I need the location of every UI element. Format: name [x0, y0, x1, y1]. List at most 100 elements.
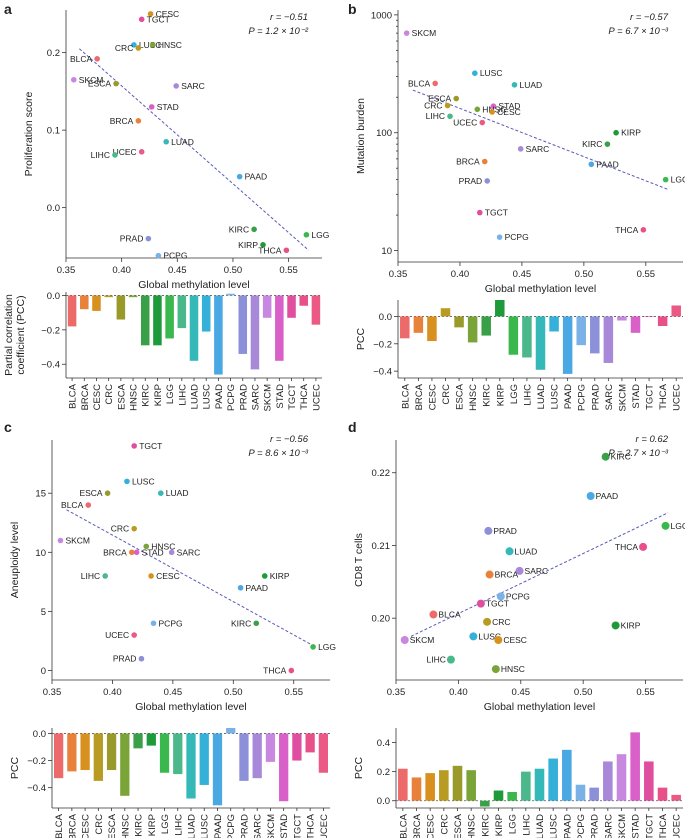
- point-label-lgg: LGG: [671, 521, 685, 531]
- y-tick-label: 0.2: [377, 767, 390, 778]
- stat-r: r = 0.62: [636, 434, 669, 445]
- point-label-tgct: TGCT: [486, 599, 509, 609]
- y-tick-label: 1000: [371, 10, 392, 21]
- point-label-luad: LUAD: [166, 488, 189, 498]
- point-label-skcm: SKCM: [412, 28, 437, 38]
- bar-brca: [411, 777, 422, 801]
- point-label-thca: THCA: [615, 542, 638, 552]
- point-label-kirc: KIRC: [229, 224, 249, 234]
- bar-cesc: [427, 316, 437, 342]
- x-tick-label-stad: STAD: [275, 384, 286, 409]
- point-label-kirc: KIRC: [582, 139, 602, 149]
- bar-ucec: [671, 305, 681, 317]
- x-tick-label-blca: BLCA: [54, 813, 65, 838]
- x-tick-label-lihc: LIHC: [177, 384, 188, 406]
- x-tick-label-sarc: SARC: [253, 814, 264, 838]
- point-label-lusc: LUSC: [480, 68, 503, 78]
- x-tick-label-stad: STAD: [279, 814, 290, 838]
- bar-thca: [657, 316, 668, 326]
- y-tick-label: −0.4: [373, 367, 392, 378]
- bar-prad: [590, 316, 600, 354]
- x-tick-label-luad: LUAD: [535, 814, 546, 838]
- x-tick-label-pcpg: PCPG: [226, 384, 237, 411]
- data-point-skcm: [400, 636, 409, 644]
- panel-label-c: c: [4, 419, 12, 435]
- x-tick-label-prad: PRAD: [590, 814, 601, 838]
- point-label-kirp: KIRP: [621, 128, 641, 138]
- x-tick-label-esca: ESCA: [116, 383, 127, 410]
- x-tick-label: 0.35: [57, 265, 76, 276]
- y-tick-label: 0.0: [33, 729, 46, 740]
- y-tick-label: −0.2: [373, 339, 392, 350]
- y-axis-label: Aneuploidy level: [9, 522, 21, 598]
- x-tick-label-ucec: UCEC: [319, 814, 330, 838]
- y-tick-label: 0: [41, 666, 46, 677]
- data-point-skcm: [70, 76, 77, 83]
- data-point-skcm: [403, 30, 410, 36]
- point-label-cesc: CESC: [156, 9, 180, 19]
- point-label-lusc: LUSC: [478, 631, 501, 641]
- data-point-lusc: [131, 42, 137, 48]
- data-point-lgg: [661, 521, 670, 530]
- bar-hnsc: [128, 295, 138, 298]
- x-tick-label-kirp: KIRP: [153, 384, 164, 406]
- x-tick-label-skcm: SKCM: [263, 384, 274, 412]
- x-tick-label-esca: ESCA: [455, 383, 466, 410]
- bar-paad: [212, 733, 223, 806]
- point-label-skcm: SKCM: [410, 635, 435, 645]
- point-label-prad: PRAD: [113, 654, 137, 664]
- data-point-pcpg: [496, 234, 503, 240]
- bar-thca: [657, 787, 668, 801]
- x-tick-label-kirp: KIRP: [495, 384, 506, 406]
- bar-lusc: [549, 316, 559, 332]
- point-label-blca: BLCA: [61, 500, 84, 510]
- x-tick-label-paad: PAAD: [563, 384, 574, 409]
- x-tick-label: 0.45: [512, 687, 531, 698]
- point-label-brca: BRCA: [456, 156, 480, 166]
- point-label-luad: LUAD: [171, 137, 194, 147]
- bar-ucec: [318, 733, 329, 773]
- data-point-sarc: [517, 146, 524, 152]
- x-tick-label-crc: CRC: [439, 814, 450, 835]
- data-point-paad: [586, 492, 595, 500]
- y-tick-label: 0.4: [377, 738, 390, 749]
- y-tick-label: 0.0: [47, 291, 60, 302]
- data-point-kirp: [260, 242, 266, 248]
- bar-lgg: [159, 733, 170, 773]
- y-tick-label: 5: [41, 607, 46, 618]
- point-label-lihc: LIHC: [91, 150, 110, 160]
- data-point-lihc: [447, 113, 453, 120]
- data-point-prad: [484, 526, 493, 535]
- x-tick-label-cesc: CESC: [427, 384, 438, 411]
- x-tick-label-skcm: SKCM: [617, 384, 628, 412]
- point-label-luad: LUAD: [519, 80, 542, 90]
- point-label-thca: THCA: [258, 245, 281, 255]
- bar-lgg: [507, 792, 517, 801]
- bar-luad: [189, 295, 199, 361]
- bar-lihc: [177, 295, 187, 329]
- point-label-sarc: SARC: [181, 81, 205, 91]
- bar-skcm: [616, 754, 627, 801]
- data-point-blca: [432, 80, 438, 87]
- bar-prad: [239, 733, 249, 781]
- y-tick-label: −0.4: [41, 360, 60, 371]
- point-label-paad: PAAD: [596, 159, 619, 169]
- point-label-prad: PRAD: [120, 234, 144, 244]
- x-tick-label-thca: THCA: [658, 813, 669, 838]
- x-axis-label: Global methylation level: [485, 283, 596, 295]
- bar-lgg: [508, 316, 519, 355]
- bar-cesc: [80, 733, 90, 771]
- point-label-kirc: KIRC: [231, 618, 251, 628]
- point-label-brca: BRCA: [103, 547, 127, 557]
- point-label-paad: PAAD: [245, 172, 268, 182]
- point-label-brca: BRCA: [110, 116, 134, 126]
- bar-esca: [454, 316, 464, 328]
- x-tick-label-paad: PAAD: [562, 814, 573, 838]
- x-tick-label-hnsc: HNSC: [468, 384, 479, 411]
- panel-label-d: d: [348, 419, 357, 435]
- bar-kirp: [493, 790, 504, 801]
- data-point-paad: [237, 584, 244, 591]
- point-label-crc: CRC: [424, 101, 442, 111]
- point-label-thca: THCA: [615, 225, 638, 235]
